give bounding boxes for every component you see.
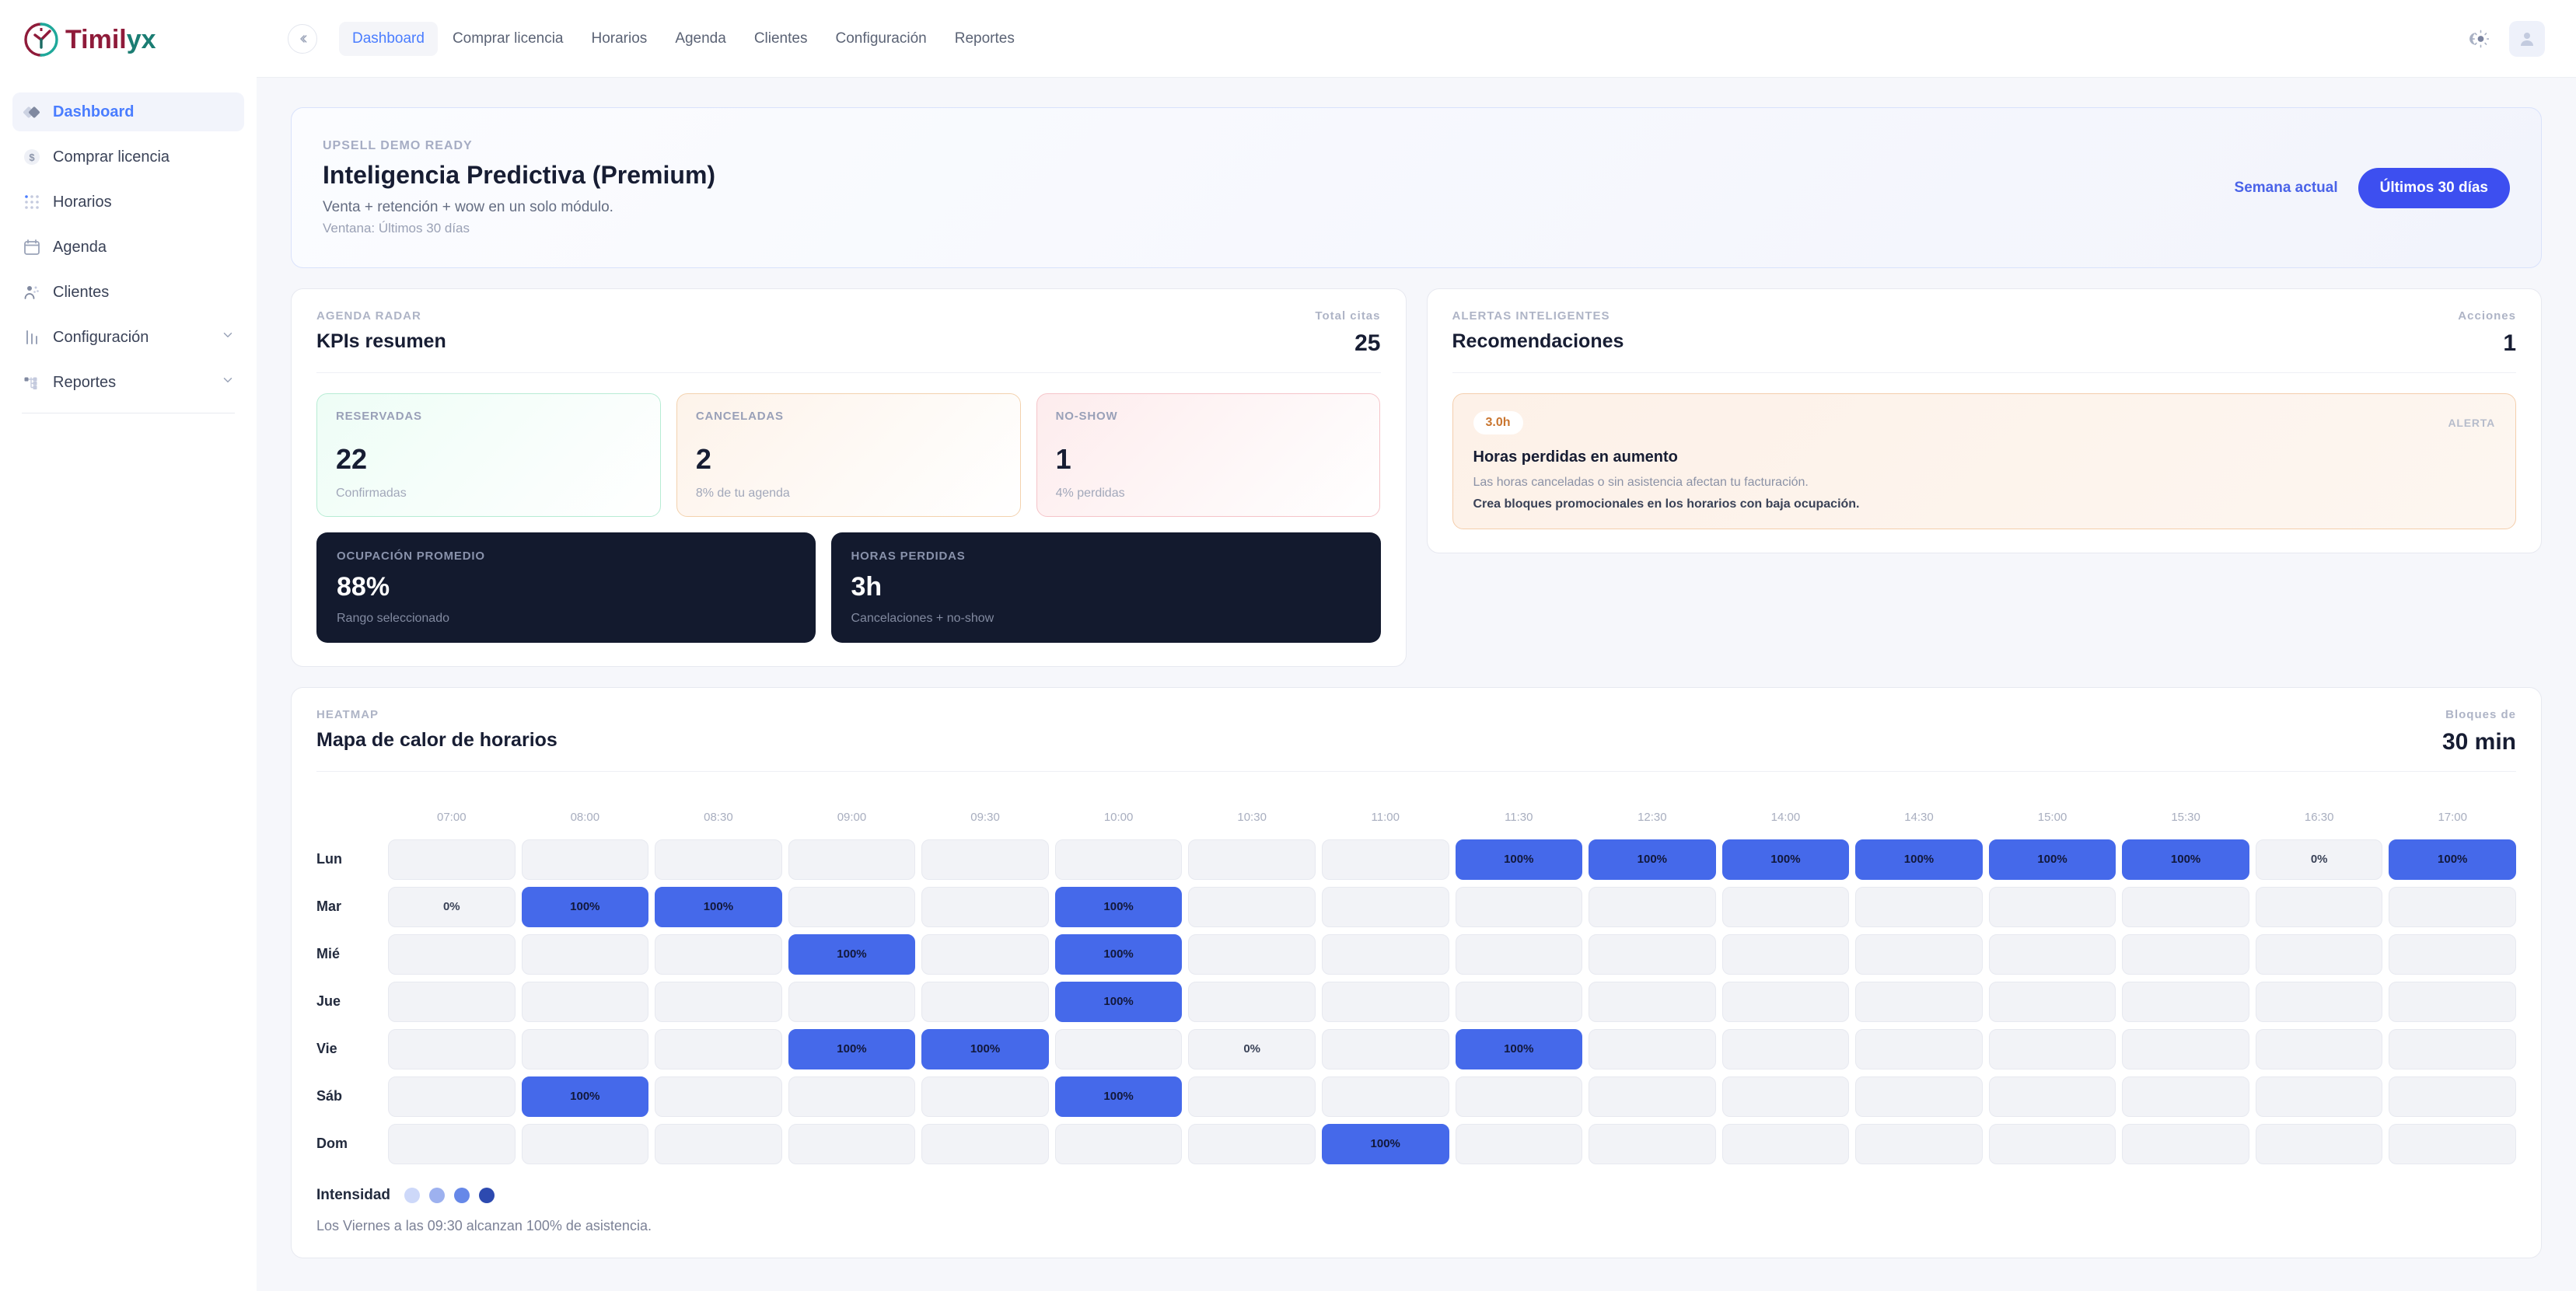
svg-text:$: $ <box>29 152 35 163</box>
